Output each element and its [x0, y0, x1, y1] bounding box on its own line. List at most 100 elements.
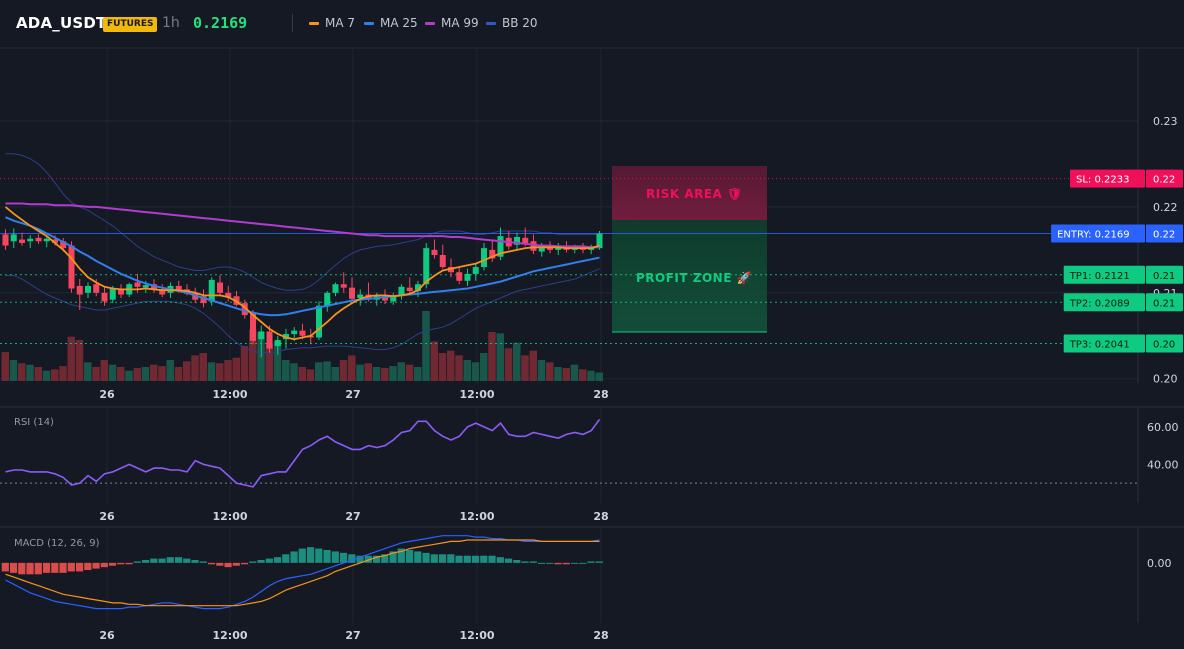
candle-body [530, 241, 537, 251]
macd-histogram-bar [290, 551, 298, 563]
volume-bar [174, 367, 183, 381]
macd-histogram-bar [422, 552, 430, 563]
macd-histogram-bar [513, 560, 521, 563]
candle-body [538, 246, 545, 252]
sl-tag-label: SL: 0.2233 [1076, 175, 1129, 186]
volume-bar [84, 362, 92, 381]
macd-histogram-bar [125, 562, 133, 565]
macd-histogram-bar [59, 562, 67, 573]
volume-bar [191, 355, 199, 381]
futures-badge: FUTURES [103, 17, 158, 32]
legend-ma7[interactable]: MA 7 [309, 14, 355, 32]
volume-bar [554, 367, 562, 381]
volume-bar [438, 353, 447, 381]
timeframe-label[interactable]: 1h [162, 15, 180, 31]
volume-bar [59, 366, 67, 381]
price-tick-label: 0.23 [1153, 115, 1178, 128]
ma99-line [5, 202, 600, 249]
macd-histogram-bar [298, 548, 306, 563]
volume-bar [463, 360, 471, 381]
bb-lower-line [5, 268, 600, 354]
time-tick-label: 28 [593, 388, 608, 401]
symbol-name[interactable]: ADA_USDT [16, 14, 107, 32]
candle-body [514, 236, 520, 245]
ma7-line [4, 206, 600, 341]
candle-body [489, 249, 496, 259]
macd-histogram-bar [595, 561, 603, 563]
candle-body [324, 292, 331, 307]
volume-bar [298, 367, 306, 381]
volume-bar [595, 372, 603, 381]
macd-histogram-bar [207, 562, 216, 565]
candle-body [481, 248, 487, 268]
macd-histogram-bar [117, 562, 125, 565]
macd-histogram-bar [51, 562, 59, 573]
tp1-tag-bg [1063, 265, 1145, 284]
candle-body [340, 284, 347, 288]
candle-body [85, 285, 91, 293]
price-tick-label: 0.20 [1153, 373, 1178, 386]
candle-body [299, 330, 306, 336]
macd-histogram-bar [18, 562, 26, 575]
volume-bar [422, 311, 430, 381]
candle-body [423, 248, 430, 285]
volume-bar [521, 355, 529, 381]
tp1-axis-tag-bg [1146, 265, 1183, 284]
bollinger-bands [5, 153, 600, 354]
macd-histogram-bar [430, 554, 438, 563]
volume-bar [117, 367, 125, 381]
candle-body [109, 288, 116, 300]
macd-histogram-bar [372, 555, 381, 563]
candle-body [266, 331, 273, 349]
macd-histogram-bar [455, 555, 463, 563]
volume-bar [166, 360, 174, 381]
volume-bar [18, 363, 26, 381]
legend-ma25[interactable]: MA 25 [364, 14, 418, 32]
time-tick-label: 12:00 [212, 388, 247, 401]
volume-bar [405, 364, 414, 381]
entry-axis-tag-bg [1146, 224, 1183, 243]
volume-bar [372, 367, 381, 381]
macd-histogram-bar [323, 550, 331, 563]
tp2-axis-tag-value: 0.21 [1153, 298, 1175, 309]
macd-histogram-bar [191, 560, 199, 563]
macd-histogram-bar [504, 558, 513, 563]
legend-bb20[interactable]: BB 20 [486, 14, 538, 32]
macd-histogram-bar [92, 562, 100, 569]
macd-histogram-bar [348, 554, 356, 563]
entry-axis-tag-value: 0.22 [1153, 230, 1175, 241]
volume-bar [488, 332, 496, 381]
entry-tag: ENTRY: 0.2169 0.22 [1051, 224, 1183, 243]
volume-bar [150, 364, 158, 381]
macd-pane-label: MACD (12, 26, 9) [14, 538, 100, 549]
legend-ma99-label: MA 99 [441, 16, 479, 30]
legend-ma99[interactable]: MA 99 [425, 14, 479, 32]
tp3-tag: TP3: 0.2041 0.20 [1063, 334, 1183, 353]
volume-bar [51, 369, 59, 381]
candle-body [332, 284, 339, 293]
candle-body [390, 295, 397, 302]
candle-body [415, 284, 421, 292]
candle-body [93, 284, 100, 293]
macd-histogram-bar [554, 562, 562, 565]
ma25-line [5, 216, 600, 317]
macd-histogram-bar [447, 554, 455, 563]
volume-bar [397, 362, 405, 381]
volume-bar [67, 336, 75, 381]
macd-histogram-bar [306, 547, 315, 563]
volume-bar [339, 360, 348, 381]
volume-bar [389, 366, 397, 381]
volume-bar [100, 360, 108, 381]
macd-histogram-bar [257, 560, 265, 563]
candle-body [250, 313, 256, 341]
time-tick-label: 27 [345, 388, 360, 401]
macd-histogram-bar [100, 562, 108, 568]
entry-tag-label: ENTRY: 0.2169 [1057, 230, 1130, 241]
tp2-tag-bg [1063, 293, 1145, 312]
macd-histogram-bar [199, 561, 207, 563]
candle-body [497, 236, 504, 257]
time-tick-label: 12:00 [459, 388, 494, 401]
volume-bar [331, 367, 339, 381]
candle-body [101, 292, 108, 302]
